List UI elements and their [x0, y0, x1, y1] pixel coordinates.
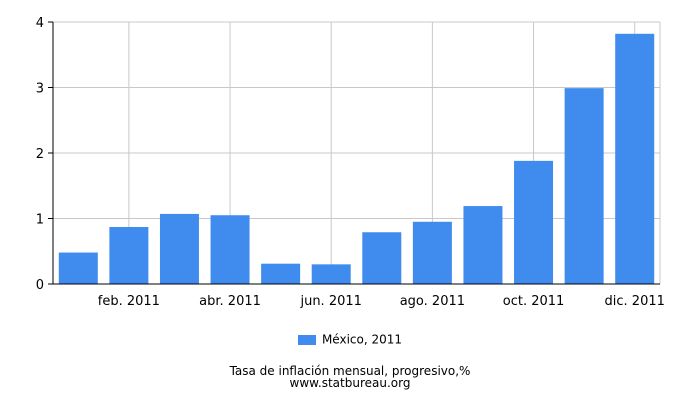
chart-title: Tasa de inflación mensual, progresivo,% [229, 364, 471, 378]
y-tick-label: 4 [36, 16, 44, 31]
x-tick-label: oct. 2011 [503, 294, 565, 309]
x-tick-label: jun. 2011 [299, 294, 361, 309]
y-tick-label: 0 [36, 278, 44, 293]
bar [109, 227, 149, 284]
x-tick-label: dic. 2011 [605, 294, 665, 309]
x-tick-label: ago. 2011 [400, 294, 465, 309]
bar [362, 232, 402, 284]
y-tick-label: 2 [36, 147, 44, 162]
y-tick-label: 1 [36, 213, 44, 228]
y-tick-label: 3 [36, 82, 44, 97]
bar [159, 213, 199, 284]
bar [564, 88, 604, 284]
x-tick-label: abr. 2011 [199, 294, 261, 309]
x-tick-label: feb. 2011 [98, 294, 160, 309]
bar [514, 160, 554, 284]
x-tick-labels: feb. 2011 abr. 2011 jun. 2011 ago. 2011 oct.… [98, 294, 665, 309]
bar [412, 221, 452, 284]
chart-source: www.statbureau.org [289, 376, 411, 390]
axes [48, 21, 660, 285]
bar [463, 206, 503, 284]
legend-swatch [297, 334, 316, 345]
legend-label: México, 2011 [321, 332, 403, 347]
bar [615, 33, 655, 284]
bar [261, 263, 301, 284]
legend: México, 2011 [0, 332, 700, 347]
bar [311, 264, 351, 284]
bars [58, 33, 655, 284]
bar [210, 215, 250, 284]
y-tick-labels: 0 1 2 3 4 [36, 16, 44, 293]
bar [58, 252, 98, 284]
bar-chart: 0 1 2 3 4 feb. 2011 abr. 2011 jun. 2011 ago. 20… [36, 16, 665, 309]
